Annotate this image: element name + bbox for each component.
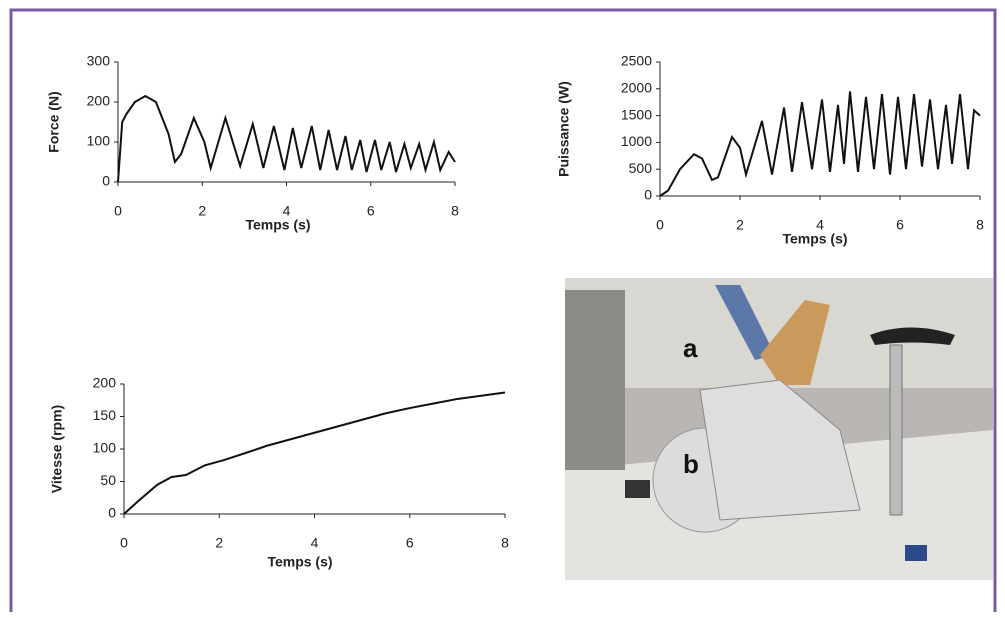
data-line bbox=[117, 94, 456, 183]
y-tick-label: 1000 bbox=[621, 133, 652, 149]
y-tick-label: 100 bbox=[93, 440, 117, 456]
photo: a b bbox=[565, 278, 993, 580]
x-tick-label: 2 bbox=[215, 535, 223, 551]
photo-post bbox=[889, 344, 903, 516]
y-axis-title: Puissance (W) bbox=[556, 81, 572, 177]
x-tick-label: 6 bbox=[896, 217, 904, 233]
x-axis-title: Temps (s) bbox=[245, 217, 310, 233]
data-line bbox=[659, 91, 981, 197]
photo-box bbox=[625, 480, 650, 498]
x-tick-label: 2 bbox=[198, 203, 206, 219]
x-tick-label: 6 bbox=[367, 203, 375, 219]
y-tick-label: 2000 bbox=[621, 80, 652, 96]
y-tick-label: 50 bbox=[100, 472, 116, 488]
photo-cart bbox=[565, 290, 625, 470]
x-tick-label: 4 bbox=[816, 217, 824, 233]
x-tick-label: 8 bbox=[451, 203, 459, 219]
y-tick-label: 2500 bbox=[621, 53, 652, 69]
x-axis-title: Temps (s) bbox=[267, 554, 332, 570]
x-tick-label: 8 bbox=[501, 535, 509, 551]
x-axis-title: Temps (s) bbox=[782, 231, 847, 247]
x-tick-label: 4 bbox=[311, 535, 319, 551]
x-tick-label: 8 bbox=[976, 217, 984, 233]
photo-chair-wood bbox=[760, 300, 830, 385]
y-tick-label: 0 bbox=[644, 187, 652, 203]
y-tick-label: 0 bbox=[102, 173, 110, 189]
x-tick-label: 2 bbox=[736, 217, 744, 233]
y-tick-label: 200 bbox=[93, 375, 117, 391]
y-axis-title: Force (N) bbox=[46, 91, 62, 152]
photo-pedal bbox=[905, 545, 927, 561]
x-tick-label: 0 bbox=[114, 203, 122, 219]
y-tick-label: 300 bbox=[87, 53, 111, 69]
photo-label: b bbox=[683, 449, 699, 479]
y-tick-label: 100 bbox=[87, 133, 111, 149]
y-tick-label: 500 bbox=[629, 160, 653, 176]
photo-chair bbox=[715, 285, 775, 360]
y-axis-title: Vitesse (rpm) bbox=[49, 405, 65, 493]
y-tick-label: 0 bbox=[108, 505, 116, 521]
x-tick-label: 4 bbox=[283, 203, 291, 219]
photo-frame bbox=[699, 379, 861, 521]
data-line bbox=[123, 391, 506, 515]
photo-saddle bbox=[870, 327, 955, 345]
x-tick-label: 6 bbox=[406, 535, 414, 551]
y-tick-label: 1500 bbox=[621, 106, 652, 122]
y-tick-label: 200 bbox=[87, 93, 111, 109]
y-tick-label: 150 bbox=[93, 407, 117, 423]
photo-label: a bbox=[683, 333, 698, 363]
frame bbox=[9, 8, 997, 612]
x-tick-label: 0 bbox=[656, 217, 664, 233]
x-tick-label: 0 bbox=[120, 535, 128, 551]
